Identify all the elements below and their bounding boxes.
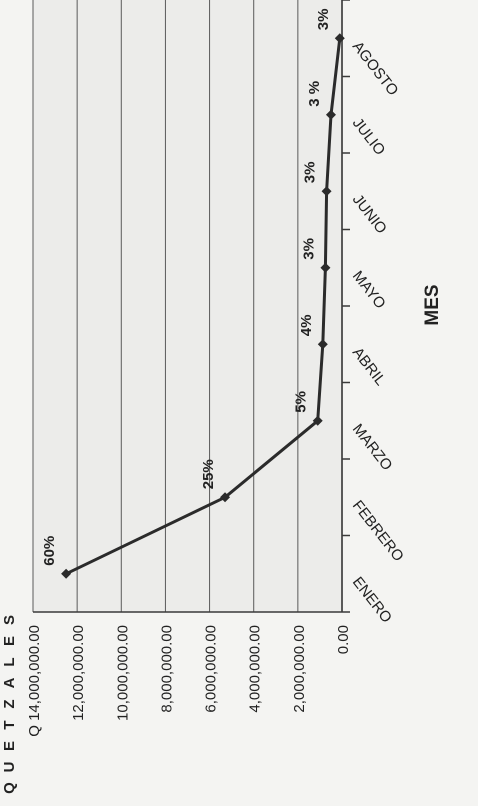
data-marker: [61, 568, 72, 579]
category-label: ENERO: [349, 574, 395, 627]
y-axis-title-letter: S: [1, 615, 18, 625]
x-axis-tick-labels: ENERO FEBRERO MARZO ABRIL MAYO JUNIO JULIO AGOS…: [349, 38, 407, 626]
y-axis-title-letter: T: [1, 720, 18, 729]
y-tick-label: 6,000,000.00: [203, 625, 220, 713]
data-marker: [320, 262, 331, 273]
data-label: 3 %: [306, 81, 323, 107]
y-axis-title: QU E T Z A L E S: [1, 615, 18, 794]
category-label: FEBRERO: [349, 497, 407, 565]
data-marker: [321, 186, 332, 197]
y-axis-title-letter: A: [1, 677, 18, 688]
data-marker: [325, 109, 336, 120]
y-tick-label: 0.00: [335, 625, 352, 654]
y-axis-title-letter: Q: [1, 782, 18, 794]
data-label: 3%: [300, 238, 317, 260]
plot-background: [33, 0, 342, 612]
data-marker: [312, 415, 323, 426]
category-label: MARZO: [349, 421, 396, 474]
category-label: JULIO: [349, 115, 389, 159]
category-label: AGOSTO: [349, 38, 402, 99]
y-tick-label: 2,000,000.00: [291, 625, 308, 713]
data-label: 5%: [293, 391, 310, 413]
y-axis-title-letter: L: [1, 657, 18, 666]
data-marker: [334, 33, 345, 44]
y-tick-label: 8,000,000.00: [158, 625, 175, 713]
category-label: MAYO: [349, 268, 389, 312]
data-labels: 60% 25% 5% 4% 3% 3% 3 % 3%: [41, 9, 332, 566]
category-ticks: [342, 0, 350, 613]
y-axis-tick-labels: 0.00 2,000,000.00 4,000,000.00 6,000,000.00…: [26, 625, 352, 737]
data-marker: [220, 492, 231, 503]
category-label: ABRIL: [349, 344, 389, 389]
y-axis-title-letter: U: [1, 762, 18, 773]
data-label: 4%: [298, 315, 315, 337]
y-axis-title-letter: Z: [1, 699, 18, 708]
data-label: 3%: [315, 9, 332, 31]
data-label: 3%: [302, 162, 319, 184]
x-axis-title: MES: [422, 284, 443, 325]
series-line: [65, 38, 342, 576]
data-markers: [61, 33, 345, 579]
y-tick-label: 4,000,000.00: [247, 625, 264, 713]
y-tick-label: 10,000,000.00: [114, 625, 131, 721]
y-axis-title-letter: E: [1, 636, 18, 646]
data-label: 60%: [41, 536, 58, 566]
y-tick-label: 12,000,000.00: [70, 625, 87, 721]
data-label: 25%: [200, 459, 217, 489]
y-axis-title-letter: E: [1, 741, 18, 751]
category-label: JUNIO: [349, 191, 390, 237]
y-tick-label: Q 14,000,000.00: [26, 625, 43, 737]
data-marker: [317, 339, 328, 350]
plot-area: 60% 25% 5% 4% 3% 3% 3 % 3%: [32, 0, 350, 613]
